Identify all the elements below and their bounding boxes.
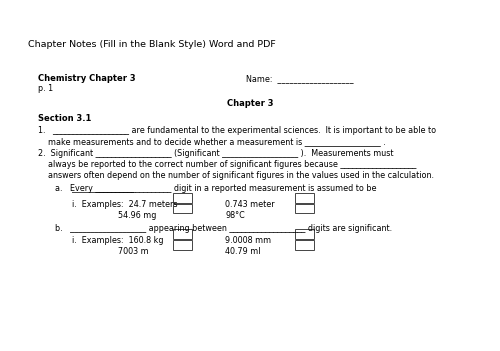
Text: 98°C: 98°C	[225, 211, 245, 220]
Text: 7003 m: 7003 m	[118, 247, 148, 256]
Bar	[172, 229, 192, 239]
Text: 0.743 meter: 0.743 meter	[225, 200, 274, 209]
Bar	[172, 193, 192, 203]
Text: 40.79 ml: 40.79 ml	[225, 247, 260, 256]
Bar	[295, 229, 314, 239]
Text: answers often depend on the number of significant figures in the values used in : answers often depend on the number of si…	[48, 171, 434, 180]
Text: Chemistry Chapter 3: Chemistry Chapter 3	[38, 74, 135, 83]
Text: Name:  ___________________: Name: ___________________	[246, 74, 354, 83]
Text: i.  Examples:  24.7 meters: i. Examples: 24.7 meters	[72, 200, 177, 209]
Text: 9.0008 mm: 9.0008 mm	[225, 236, 271, 245]
Text: Chapter Notes (Fill in the Blank Style) Word and PDF: Chapter Notes (Fill in the Blank Style) …	[28, 40, 275, 49]
Text: b.   ___________________ appearing between ___________________ digits are signif: b. ___________________ appearing between…	[55, 224, 392, 233]
Bar	[295, 204, 314, 213]
Bar	[172, 204, 192, 213]
Text: a.   Every ___________________ digit in a reported measurement is assumed to be: a. Every ___________________ digit in a …	[55, 184, 376, 193]
Text: 54.96 mg: 54.96 mg	[118, 211, 156, 220]
Text: i.  Examples:  160.8 kg: i. Examples: 160.8 kg	[72, 236, 163, 245]
Bar	[295, 240, 314, 250]
Text: 1.   ___________________ are fundamental to the experimental sciences.  It is im: 1. ___________________ are fundamental t…	[38, 126, 436, 135]
Text: p. 1: p. 1	[38, 84, 52, 93]
Text: Chapter 3: Chapter 3	[227, 99, 273, 108]
Text: 2.  Significant ___________________ (Significant ___________________ ).  Measure: 2. Significant ___________________ (Sign…	[38, 149, 393, 158]
Bar	[172, 240, 192, 250]
Text: make measurements and to decide whether a measurement is ___________________ .: make measurements and to decide whether …	[48, 138, 385, 147]
Text: always be reported to the correct number of significant figures because ________: always be reported to the correct number…	[48, 160, 416, 169]
Bar	[295, 193, 314, 203]
Text: Section 3.1: Section 3.1	[38, 114, 91, 123]
